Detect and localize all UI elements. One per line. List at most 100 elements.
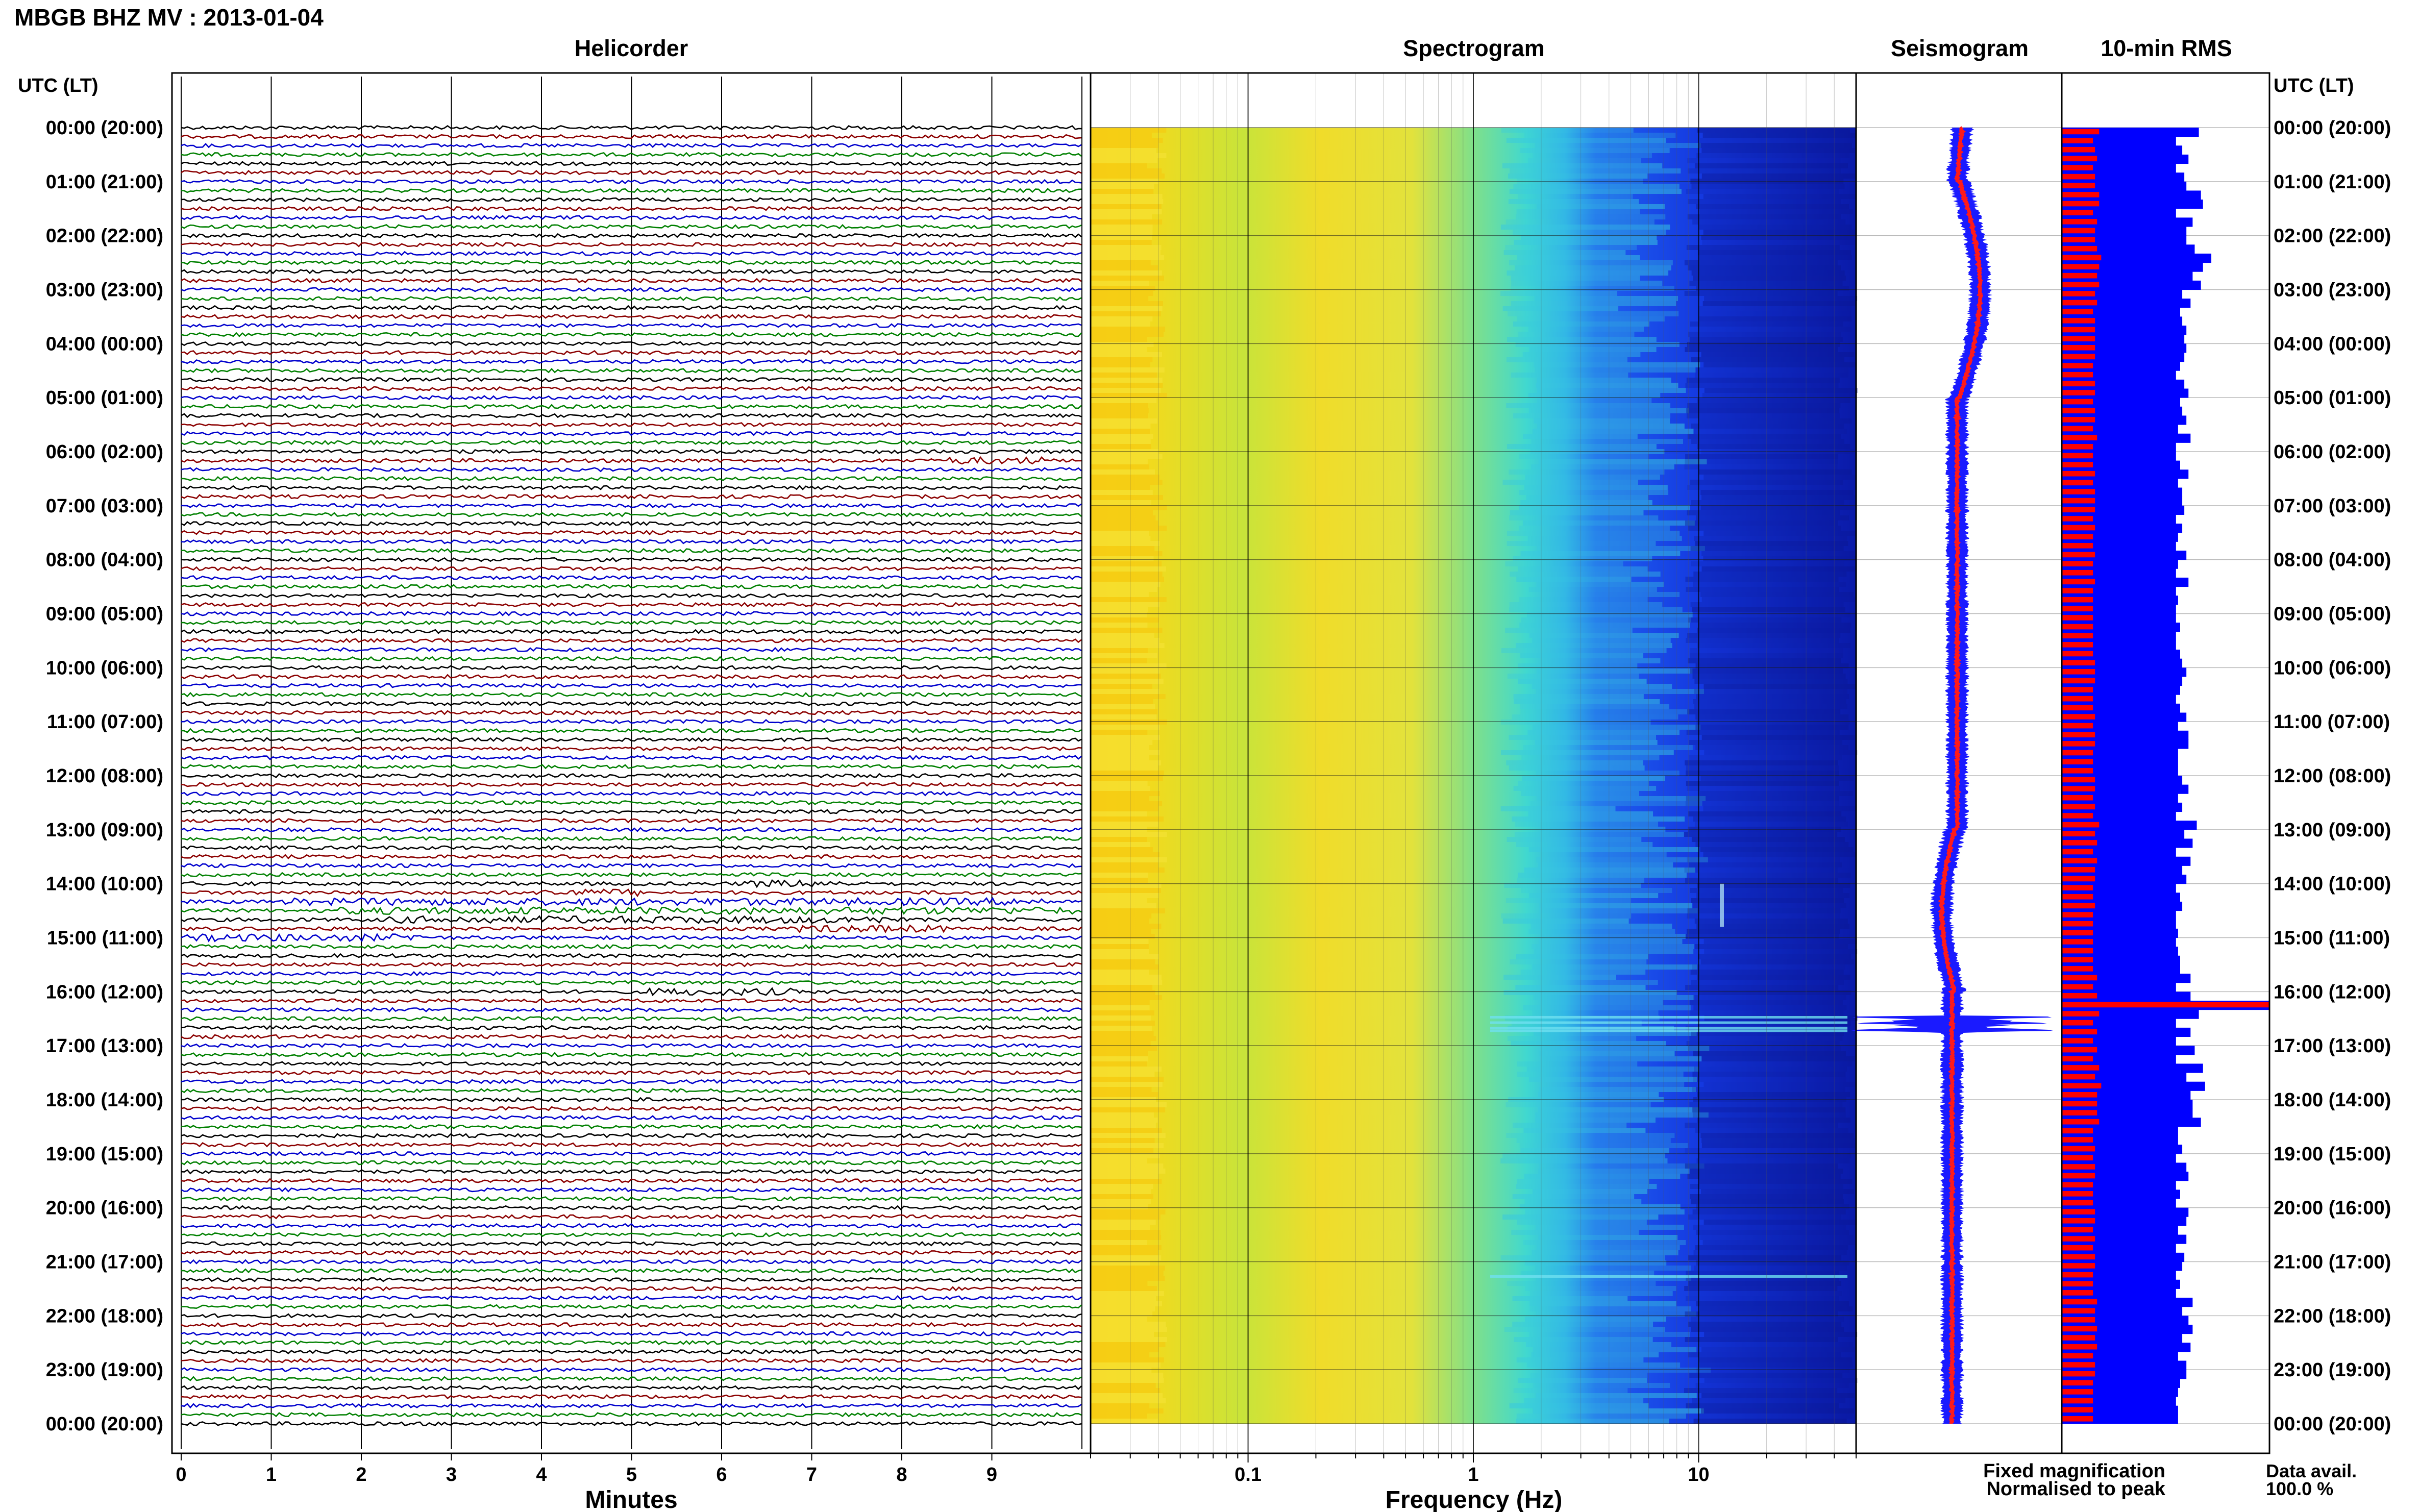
spectrogram-cell — [1091, 934, 1155, 939]
helicorder-trace — [181, 1322, 1082, 1328]
spectrogram-cell — [1690, 602, 1844, 607]
rms-bar-normalised — [2062, 1128, 2093, 1134]
time-label-left: 16:00 (12:00) — [46, 981, 163, 1003]
helicorder-trace — [181, 1340, 1082, 1346]
time-axis-heading-left: UTC (LT) — [18, 75, 98, 96]
helicorder-trace — [181, 674, 1082, 680]
spectrogram-cell — [1091, 760, 1162, 765]
spectrogram-cell — [1698, 316, 1852, 321]
helicorder-trace — [181, 350, 1082, 356]
rms-bar-normalised — [2062, 228, 2095, 234]
helicorder-trace — [181, 629, 1082, 634]
spectrogram-cell — [1091, 801, 1163, 806]
rms-bar-normalised — [2062, 624, 2093, 630]
spectrogram-cell — [1697, 628, 1850, 633]
spectrogram-cell — [1536, 689, 1704, 694]
spectrogram-cell — [1693, 429, 1847, 434]
spectrogram-cell — [1684, 1388, 1838, 1393]
spectrogram-cell — [1091, 204, 1162, 209]
spectrogram-cell — [1696, 924, 1850, 929]
spectrogram-cell — [1695, 1245, 1848, 1250]
spectrogram-cell — [1701, 1143, 1855, 1148]
spectrogram-cell — [1512, 714, 1679, 720]
spectrogram-cell — [1517, 179, 1643, 184]
spectrogram-cell — [1520, 1148, 1669, 1153]
spectrogram-cell — [1535, 143, 1701, 148]
rms-bar-normalised — [2062, 1272, 2093, 1278]
spectrogram-cell — [1688, 755, 1842, 760]
spectrogram-cell — [1541, 980, 1658, 985]
spectrogram-cell — [1699, 138, 1853, 143]
rms-bar-normalised — [2062, 831, 2095, 837]
spectrogram-cell — [1091, 694, 1166, 699]
spectrogram-cell — [1690, 1184, 1844, 1189]
helicorder-trace — [181, 764, 1082, 770]
spectrogram-cell — [1692, 1398, 1845, 1403]
spectrogram-cell — [1699, 1342, 1853, 1347]
spectrogram-cell — [1091, 306, 1163, 311]
spectrogram-cell — [1537, 378, 1671, 383]
spectrogram-cell — [1091, 587, 1157, 592]
spectrogram-cell — [1688, 658, 1841, 663]
time-label-left: 17:00 (13:00) — [46, 1035, 163, 1057]
spectrogram-cell — [1515, 342, 1680, 347]
spectrogram-cell — [1535, 740, 1658, 745]
spectrogram-cell — [1690, 1010, 1844, 1015]
spectrogram-cell — [1525, 1209, 1685, 1214]
spectrogram-cell — [1091, 689, 1159, 694]
spectrogram-cell — [1091, 1174, 1158, 1179]
helicorder-tick-label: 6 — [716, 1464, 727, 1485]
spectrogram-cell — [1091, 199, 1164, 204]
rms-bar-normalised — [2062, 1092, 2097, 1098]
helicorder-trace — [181, 879, 1082, 888]
helicorder-trace — [181, 1205, 1082, 1210]
spectrogram-cell — [1091, 617, 1159, 623]
helicorder-trace — [181, 872, 1082, 878]
helicorder-trace — [181, 422, 1082, 428]
spectrogram-cell — [1516, 214, 1666, 219]
spectrogram-cell — [1091, 674, 1161, 679]
rms-bar-normalised — [2062, 417, 2095, 423]
spectrogram-cell — [1530, 1373, 1647, 1378]
spectrogram-cell — [1091, 720, 1167, 725]
spectrogram-cell — [1518, 873, 1687, 878]
spectrogram-cell — [1535, 1112, 1709, 1118]
spectrogram-cell — [1091, 970, 1149, 975]
spectrogram-cell — [1091, 286, 1155, 291]
spectrogram-cell — [1695, 663, 1849, 668]
spectrogram-cell — [1516, 954, 1648, 959]
time-label-right: 14:00 (10:00) — [2274, 874, 2391, 895]
spectrogram-cell — [1524, 867, 1695, 873]
rms-bar-normalised — [2062, 741, 2095, 747]
spectrogram-cell — [1697, 883, 1850, 888]
rms-bar-normalised — [2062, 381, 2095, 387]
spectrogram-cell — [1687, 857, 1840, 862]
spectrogram-cell — [1091, 602, 1160, 607]
spectrogram-cell — [1693, 995, 1846, 1000]
helicorder-trace — [181, 980, 1082, 985]
rms-bar-normalised — [2062, 282, 2100, 288]
spectrogram-cell — [1091, 964, 1159, 970]
helicorder-trace — [181, 944, 1082, 950]
helicorder-trace — [181, 323, 1082, 329]
helicorder-trace — [181, 915, 1082, 925]
spectrogram-cell — [1699, 209, 1853, 214]
spectrogram-cell — [1528, 1077, 1697, 1082]
spectrogram-cell — [1091, 1255, 1162, 1260]
helicorder-trace — [181, 800, 1082, 806]
helicorder-trace — [181, 169, 1082, 176]
spectrogram-cell — [1540, 852, 1667, 857]
spectrogram-cell — [1534, 362, 1700, 367]
spectrogram-cell — [1091, 1163, 1164, 1169]
spectrogram-cell — [1501, 128, 1634, 133]
rms-bar-normalised — [2062, 813, 2093, 819]
spectrogram-cell — [1500, 1158, 1668, 1163]
spectrogram-cell — [1538, 1092, 1659, 1097]
spectrogram-cell — [1520, 1271, 1655, 1276]
spectrogram-cell — [1693, 582, 1846, 587]
rms-bar-normalised — [2062, 1407, 2093, 1412]
spectrogram-cell — [1701, 551, 1855, 556]
spectrogram-cell — [1532, 1010, 1659, 1015]
rms-bar-normalised — [2062, 354, 2095, 360]
spectrogram-cell — [1517, 1179, 1649, 1184]
